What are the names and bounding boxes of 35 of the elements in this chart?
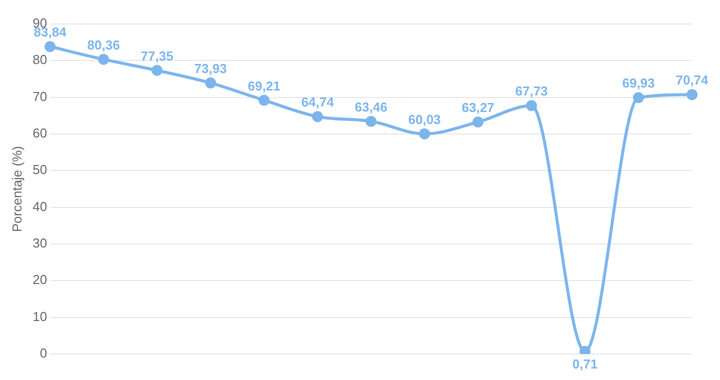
y-tick-label: 40 (32, 198, 48, 214)
data-label: 69,21 (248, 78, 280, 94)
data-label: 80,36 (87, 37, 120, 52)
data-label: 69,93 (622, 76, 655, 91)
point (152, 64, 163, 76)
y-tick-label: 0 (40, 346, 48, 361)
y-tick-label: 20 (32, 272, 48, 288)
point (366, 116, 377, 127)
y-tick-label: 60 (32, 126, 48, 141)
y-axis-title: Porcentaje (%) (9, 146, 24, 232)
point (633, 92, 644, 104)
data-label: 73,93 (194, 61, 227, 76)
y-tick-label: 30 (32, 236, 48, 251)
point (419, 128, 430, 140)
data-label: 64,74 (301, 94, 335, 110)
data-label: 0,71 (572, 356, 598, 372)
data-label: 77,35 (140, 48, 174, 64)
data-label: 60,03 (408, 112, 441, 127)
point (472, 116, 484, 128)
point (526, 100, 538, 112)
data-label: 70,74 (676, 72, 710, 88)
y-tick-label: 50 (32, 162, 48, 178)
point (312, 111, 324, 122)
y-tick-label: 80 (32, 52, 48, 68)
point (686, 89, 698, 100)
point (258, 94, 270, 106)
point (580, 346, 591, 354)
point (44, 41, 56, 52)
data-label: 63,27 (462, 100, 494, 116)
y-tick-label: 70 (32, 88, 48, 104)
point (98, 54, 110, 65)
y-tick-label: 10 (32, 308, 48, 324)
point (205, 77, 216, 88)
data-label: 63,46 (354, 99, 388, 114)
data-label: 67,73 (515, 84, 548, 99)
